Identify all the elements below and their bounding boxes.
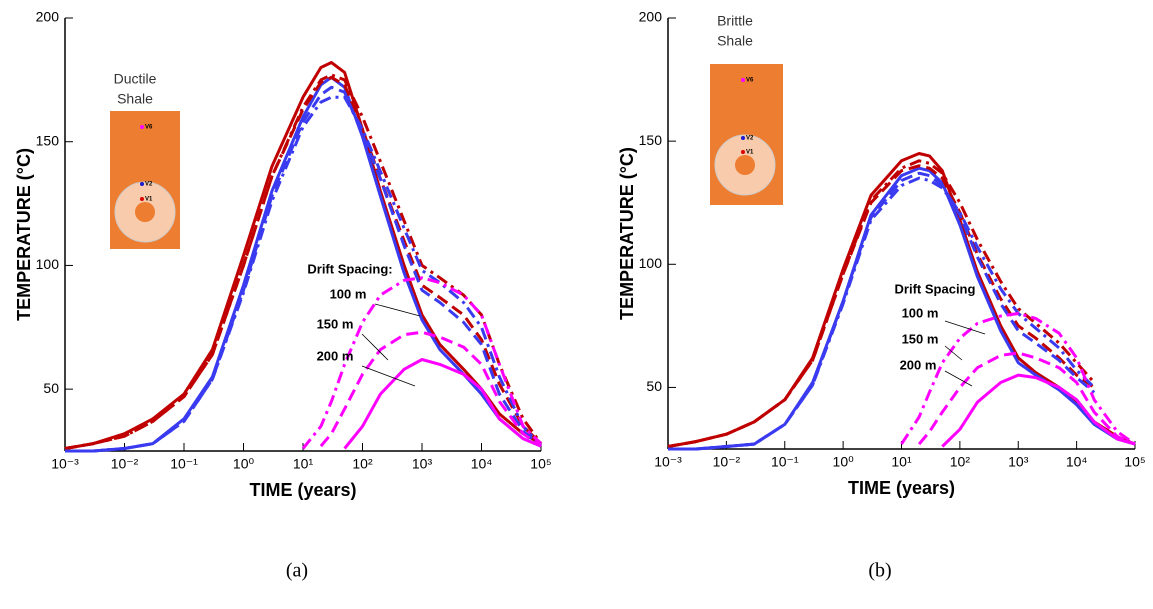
series-line [667,164,1096,448]
y-axis-title: TEMPERATURE (°C) [617,147,637,320]
x-tick-label: 10³ [412,456,433,472]
annotation: 200 m [317,348,354,363]
x-tick-label: 10⁵ [1124,454,1145,470]
x-tick-label: 10¹ [891,454,912,470]
inset-point-label: V1 [145,197,153,203]
inset-point [140,197,144,201]
y-tick-label: 150 [639,132,663,148]
annotation: 150 m [902,331,939,346]
annotation: Drift Spacing [895,281,976,296]
y-tick-label: 200 [36,9,60,25]
series-line [343,358,542,450]
annotation: 150 m [317,316,354,331]
inset-point-label: V6 [746,78,754,84]
inset-point [741,150,745,154]
annotation: 200 m [900,357,937,372]
inset-label: Shale [717,33,753,49]
x-tick-label: 10⁻³ [654,454,682,470]
annotation-pointer [361,365,416,387]
annotation-pointer [944,320,986,335]
x-tick-label: 10⁰ [233,456,255,472]
y-tick-label: 100 [36,256,60,272]
y-tick-label: 50 [43,380,59,396]
x-tick-label: 10⁻³ [51,456,79,472]
annotation: 100 m [902,305,939,320]
inset-core [735,155,755,175]
x-tick-label: 10³ [1008,454,1029,470]
panel-label: (a) [286,560,308,582]
annotation-pointer [944,370,973,387]
x-axis-title: TIME (years) [249,480,356,500]
inset-core [135,202,155,222]
series-line [319,330,542,448]
series-line [941,373,1136,448]
inset-label: Brittle [717,13,753,29]
series-line [900,312,1136,446]
x-tick-label: 10⁻² [111,456,139,472]
inset-point-label: V1 [746,150,754,156]
series-line [64,61,542,450]
x-tick-label: 10⁰ [833,454,855,470]
x-tick-label: 10² [950,454,971,470]
y-tick-label: 200 [639,9,663,25]
x-tick-label: 10⁵ [530,456,551,472]
x-tick-label: 10⁴ [1066,454,1088,470]
inset-point [741,78,745,82]
y-tick-label: 50 [646,378,662,394]
series-line [668,176,1096,451]
inset-point [140,182,144,186]
inset-point-label: V6 [145,125,153,131]
inset-label: Shale [117,91,153,107]
panel-label: (b) [868,560,891,582]
x-tick-label: 10⁴ [471,456,493,472]
series-line [65,95,543,453]
chart-panel: Ductile Shale V6 V2 V1 50 100 150 200 10⁻³ 10⁻² 10⁻… [14,9,552,582]
annotation-pointer [374,303,421,317]
series-line [668,171,1096,451]
y-axis-title: TEMPERATURE (°C) [14,148,34,321]
x-tick-label: 10⁻¹ [170,456,198,472]
inset-point-label: V2 [145,182,153,188]
inset-point [140,125,144,129]
series-line [301,276,543,450]
series-line [64,75,543,450]
y-tick-label: 150 [36,132,60,148]
y-tick-label: 100 [639,255,663,271]
x-tick-label: 10⁻² [713,454,741,470]
series-line [917,351,1136,446]
x-tick-label: 10² [352,456,373,472]
annotation: Drift Spacing: [307,261,392,276]
series-line [667,159,1096,448]
annotation-pointer [361,333,389,361]
inset-label: Ductile [114,71,157,87]
x-tick-label: 10⁻¹ [771,454,799,470]
inset-point [741,136,745,140]
annotation-pointer [944,345,963,361]
x-axis-title: TIME (years) [848,478,955,498]
annotation: 100 m [330,286,367,301]
inset-point-label: V2 [746,136,754,142]
chart-panel: Brittle Shale V6 V2 V1 50 100 150 200 10⁻³ 10⁻² 10⁻… [617,9,1146,582]
x-tick-label: 10¹ [293,456,314,472]
